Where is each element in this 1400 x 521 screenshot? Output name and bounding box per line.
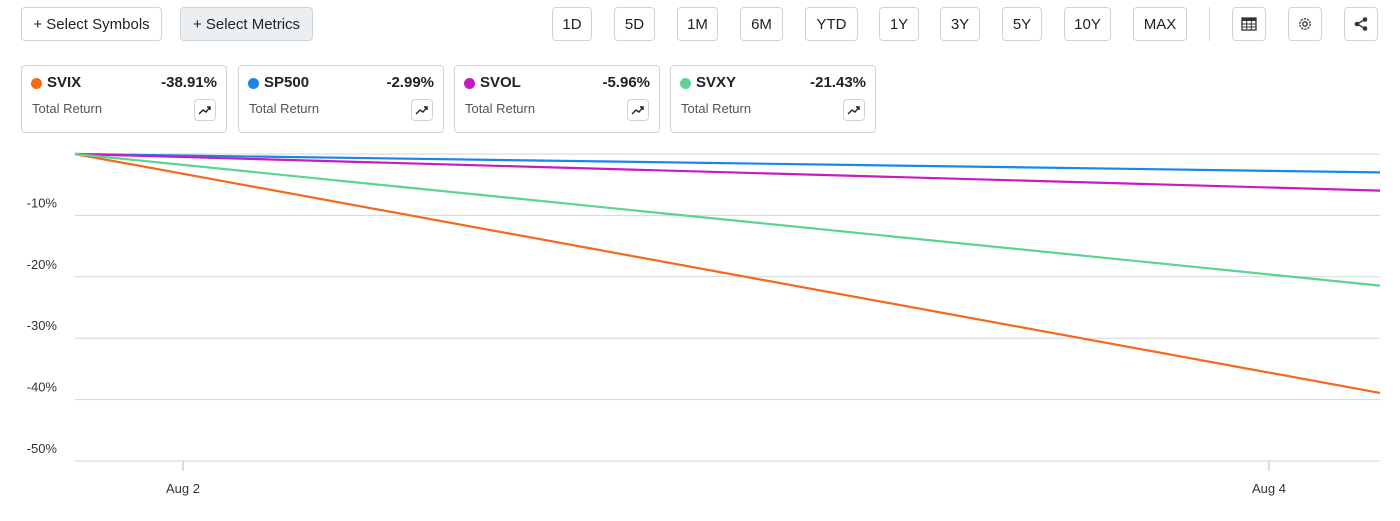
trending-up-icon [847,106,860,115]
trending-up-icon [415,106,428,115]
card-symbol: SVOL [480,74,521,91]
series-color-dot [248,78,259,89]
select-symbols-button[interactable]: + Select Symbols [21,7,162,41]
y-tick-label: -20% [27,257,58,272]
series-line-sp500[interactable] [74,152,1381,174]
share-icon [1354,17,1368,31]
total-return-line-chart[interactable]: -10% -20% -30% -40% -50% Aug 2 Aug 4 [0,140,1400,521]
trend-chart-button[interactable] [194,99,216,121]
trend-chart-button[interactable] [843,99,865,121]
range-5y-button[interactable]: 5Y [1002,7,1042,41]
legend-card-svix[interactable]: SVIX -38.91% Total Return [21,65,227,133]
legend-card-svol[interactable]: SVOL -5.96% Total Return [454,65,660,133]
card-return-value: -38.91% [161,74,217,91]
card-return-value: -5.96% [602,74,650,91]
table-icon [1241,17,1257,31]
series-line-svxy[interactable] [74,152,1381,287]
card-symbol: SVIX [47,74,82,91]
series-line-svol[interactable] [74,152,1381,192]
card-symbol: SVXY [696,74,737,91]
x-tick-label: Aug 4 [1252,481,1286,496]
legend-card-svxy[interactable]: SVXY -21.43% Total Return [670,65,876,133]
x-tick-label: Aug 2 [166,481,200,496]
range-10y-button[interactable]: 10Y [1064,7,1111,41]
card-symbol: SP500 [264,74,310,91]
toolbar-divider [1209,7,1210,41]
trending-up-icon [631,106,644,115]
select-metrics-button[interactable]: + Select Metrics [180,7,313,41]
range-1m-button[interactable]: 1M [677,7,718,41]
card-metric-label: Total Return [681,101,752,116]
trending-up-icon [198,106,211,115]
range-ytd-button[interactable]: YTD [805,7,858,41]
y-tick-label: -10% [27,195,58,210]
range-1y-button[interactable]: 1Y [879,7,919,41]
range-max-button[interactable]: MAX [1133,7,1187,41]
y-tick-label: -30% [27,318,58,333]
legend-card-sp500[interactable]: SP500 -2.99% Total Return [238,65,444,133]
trend-chart-button[interactable] [627,99,649,121]
y-tick-label: -40% [27,380,58,395]
series-color-dot [464,78,475,89]
range-3y-button[interactable]: 3Y [940,7,980,41]
card-metric-label: Total Return [32,101,103,116]
card-metric-label: Total Return [465,101,536,116]
series-color-dot [680,78,691,89]
card-return-value: -2.99% [386,74,434,91]
range-6m-button[interactable]: 6M [740,7,783,41]
card-return-value: -21.43% [810,74,866,91]
series-color-dot [31,78,42,89]
range-5d-button[interactable]: 5D [614,7,655,41]
share-button[interactable] [1344,7,1378,41]
settings-button[interactable] [1288,7,1322,41]
y-tick-label: -50% [27,441,58,456]
card-metric-label: Total Return [249,101,320,116]
trend-chart-button[interactable] [411,99,433,121]
gear-icon [1299,18,1311,30]
series-line-svix[interactable] [74,152,1381,394]
range-1d-button[interactable]: 1D [552,7,592,41]
table-view-button[interactable] [1232,7,1266,41]
